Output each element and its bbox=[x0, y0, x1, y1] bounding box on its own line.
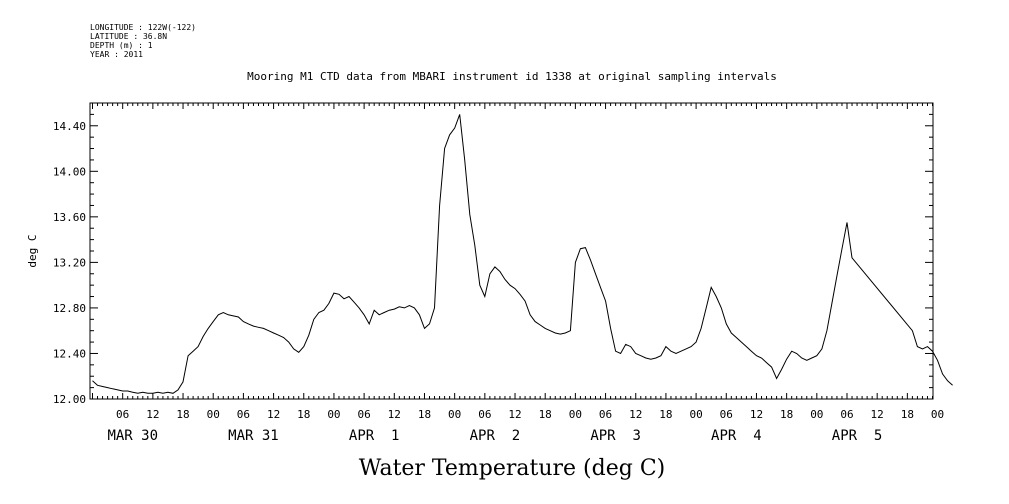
x-tick-label: 00 bbox=[810, 408, 823, 421]
day-label: APR 2 bbox=[470, 428, 521, 444]
day-label: APR 3 bbox=[590, 428, 641, 444]
x-tick-label: 06 bbox=[478, 408, 491, 421]
day-label: APR 5 bbox=[832, 428, 883, 444]
x-tick-label: 06 bbox=[237, 408, 250, 421]
x-tick-label: 06 bbox=[116, 408, 129, 421]
x-tick-label: 00 bbox=[569, 408, 582, 421]
x-tick-label: 12 bbox=[388, 408, 401, 421]
y-tick-label: 12.00 bbox=[53, 393, 86, 406]
x-tick-label: 00 bbox=[327, 408, 340, 421]
day-labels: MAR 30 MAR 31 APR 1 APR 2 APR 3 APR 4 APR 5 bbox=[107, 428, 882, 444]
plot-frame bbox=[89, 102, 934, 400]
series-line bbox=[92, 114, 953, 394]
x-tick-label: 12 bbox=[146, 408, 159, 421]
info-depth: DEPTH (m) : 1 bbox=[90, 41, 153, 50]
x-tick-label: 06 bbox=[840, 408, 853, 421]
x-tick-label: 12 bbox=[508, 408, 521, 421]
x-tick-label: 18 bbox=[176, 408, 189, 421]
info-block: LONGITUDE : 122W(-122) LATITUDE : 36.8N … bbox=[90, 23, 196, 59]
x-tick-label: 18 bbox=[418, 408, 431, 421]
day-label: APR 1 bbox=[349, 428, 400, 444]
x-tick-label: 18 bbox=[901, 408, 914, 421]
info-longitude: LONGITUDE : 122W(-122) bbox=[90, 23, 196, 32]
x-tick-label: 00 bbox=[207, 408, 220, 421]
y-tick-label: 13.60 bbox=[53, 211, 86, 224]
day-label: MAR 31 bbox=[228, 428, 279, 444]
x-tick-labels: 06 12 18 00 06 12 18 00 06 12 18 00 06 12 18 00 06 12 18 00… bbox=[116, 408, 944, 421]
x-tick-label: 18 bbox=[780, 408, 793, 421]
x-tick-label: 00 bbox=[689, 408, 702, 421]
day-label: APR 4 bbox=[711, 428, 762, 444]
axis-ticks bbox=[90, 102, 934, 400]
y-tick-label: 13.20 bbox=[53, 256, 86, 269]
x-tick-label: 18 bbox=[539, 408, 552, 421]
day-label: MAR 30 bbox=[107, 428, 158, 444]
x-tick-label: 00 bbox=[931, 408, 944, 421]
y-tick-label: 14.00 bbox=[53, 165, 86, 178]
x-tick-label: 06 bbox=[357, 408, 370, 421]
chart-title: Mooring M1 CTD data from MBARI instrumen… bbox=[247, 70, 777, 83]
y-tick-label: 12.40 bbox=[53, 347, 86, 360]
x-axis-title: Water Temperature (deg C) bbox=[359, 456, 666, 481]
x-tick-label: 12 bbox=[750, 408, 763, 421]
x-tick-label: 18 bbox=[297, 408, 310, 421]
y-tick-label: 12.80 bbox=[53, 302, 86, 315]
y-tick-labels: 12.00 12.40 12.80 13.20 13.60 14.00 14.40 bbox=[53, 120, 86, 406]
info-year: YEAR : 2011 bbox=[90, 50, 143, 59]
y-tick-label: 14.40 bbox=[53, 120, 86, 133]
x-tick-label: 12 bbox=[629, 408, 642, 421]
y-axis-label: deg C bbox=[26, 234, 39, 267]
x-tick-label: 00 bbox=[448, 408, 461, 421]
x-tick-label: 06 bbox=[720, 408, 733, 421]
info-latitude: LATITUDE : 36.8N bbox=[90, 32, 167, 41]
x-tick-label: 18 bbox=[659, 408, 672, 421]
x-tick-label: 12 bbox=[267, 408, 280, 421]
x-tick-label: 06 bbox=[599, 408, 612, 421]
x-tick-label: 12 bbox=[871, 408, 884, 421]
